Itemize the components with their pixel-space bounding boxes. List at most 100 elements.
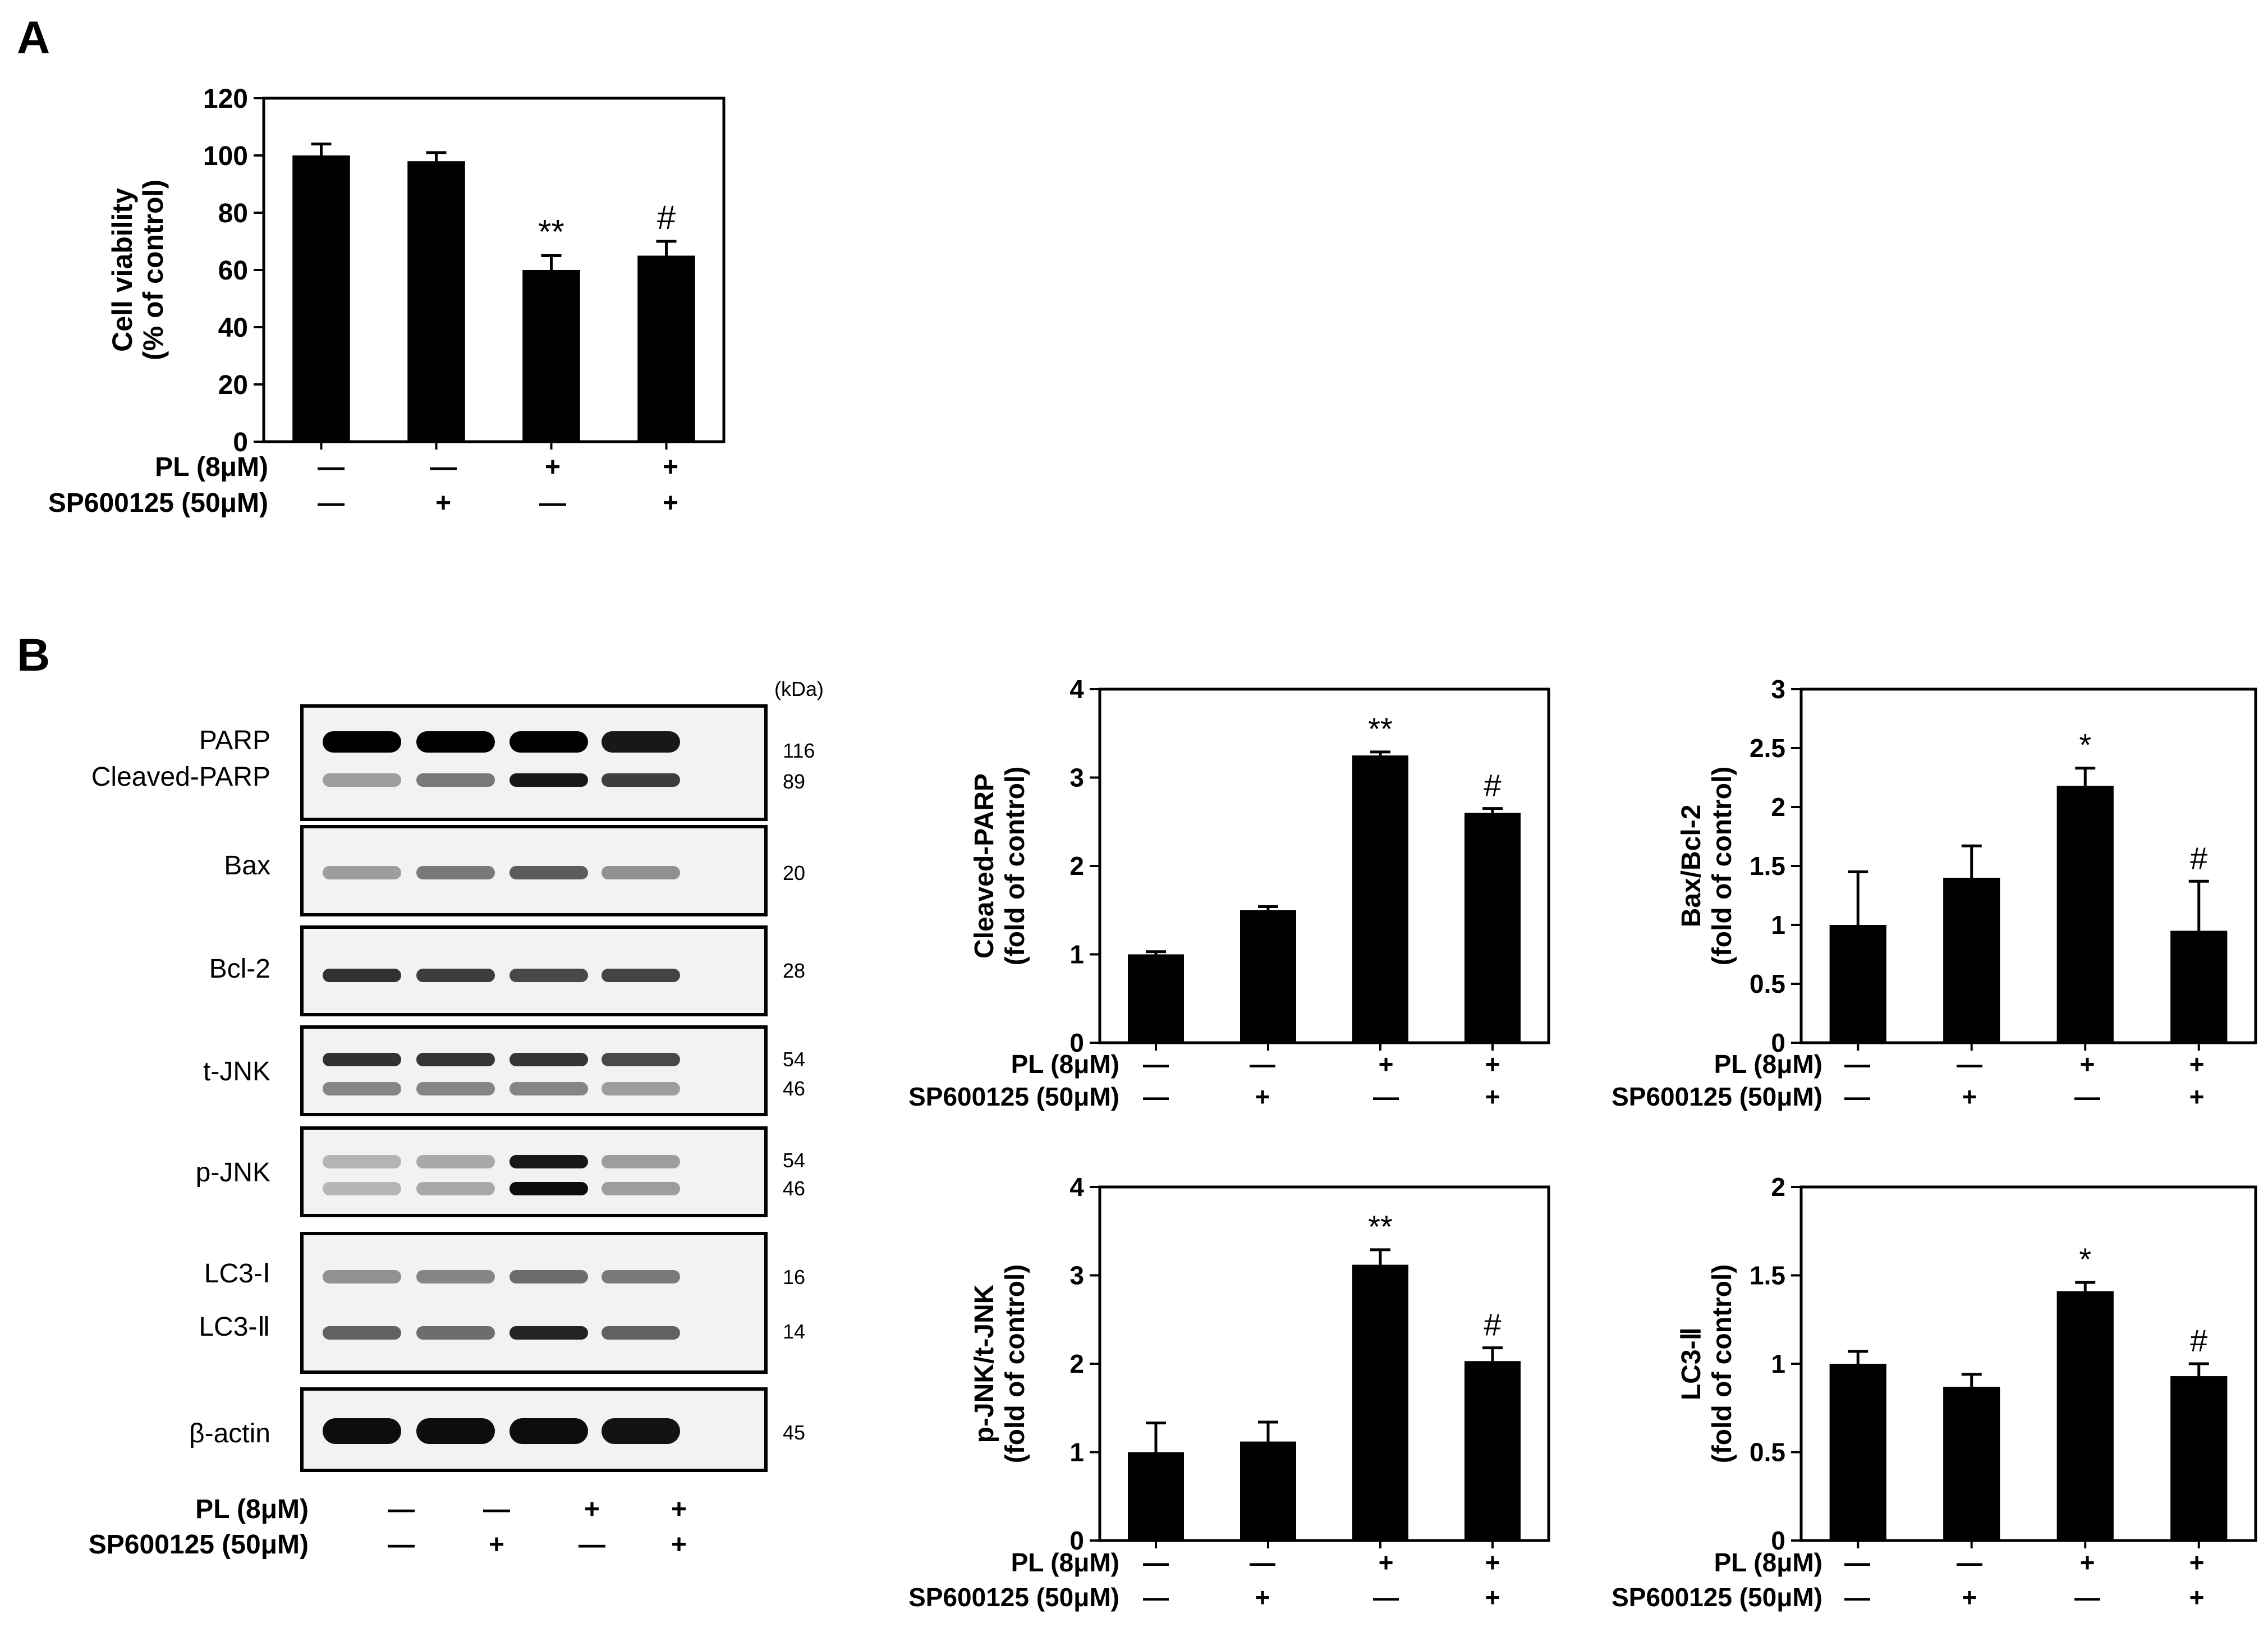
chart0-ytick-label: 20 bbox=[218, 370, 248, 400]
chart1-treat-sp-sign: + bbox=[1485, 1082, 1500, 1111]
chart4-significance-mark: * bbox=[2079, 1241, 2091, 1277]
blot-treat-sp-label: SP600125 (50μM) bbox=[89, 1530, 309, 1560]
chart4-treat-sp-sign: — bbox=[1844, 1583, 1870, 1612]
blot-band bbox=[416, 1082, 495, 1095]
chart3-ytick-label: 1 bbox=[1069, 1438, 1084, 1467]
chart2-ytick-label: 0 bbox=[1771, 1028, 1785, 1057]
chart2-treat-sp-sign: — bbox=[2074, 1082, 2100, 1111]
chart2-ylabel-group: Bax/Bcl-2 (fold of control) bbox=[1677, 767, 1737, 966]
chart0-treat-sp-sign: — bbox=[318, 488, 345, 518]
chart0-treat-pl-sign: — bbox=[318, 452, 345, 482]
chart4-treat-pl-sign: + bbox=[2080, 1548, 2095, 1577]
chart1-treat-pl-label: PL (8μM) bbox=[1011, 1049, 1119, 1079]
chart0-bar bbox=[637, 255, 695, 442]
chart3-significance-mark: ** bbox=[1368, 1209, 1393, 1244]
chart2-ytick-label: 2.5 bbox=[1750, 734, 1785, 763]
blot-panel bbox=[300, 1232, 768, 1374]
blot-band bbox=[416, 1182, 495, 1195]
blot-kda-value: 54 bbox=[783, 1149, 805, 1172]
blot-band bbox=[509, 1326, 588, 1340]
blot-band bbox=[416, 866, 495, 879]
chart0-ytick-label: 40 bbox=[218, 313, 248, 343]
chart3-treat-sp-sign: — bbox=[1373, 1583, 1399, 1612]
chart3-ylabel-group: p-JNK/t-JNK (fold of control) bbox=[970, 1264, 1030, 1464]
chart3-ytick-label: 2 bbox=[1069, 1349, 1084, 1378]
chart0-significance-mark: # bbox=[657, 199, 676, 236]
chart2-treat-sp-sign: + bbox=[1962, 1082, 1977, 1111]
chart1-ytick-label: 2 bbox=[1069, 851, 1084, 881]
blot-protein-label: PARP bbox=[199, 726, 270, 755]
chart4-ylabel-group: LC3-Ⅱ (fold of control) bbox=[1677, 1264, 1737, 1464]
blot-treat-sp-sign: — bbox=[388, 1530, 415, 1560]
blot-kda-value: 28 bbox=[783, 959, 805, 982]
blot-kda-value: 116 bbox=[783, 739, 815, 762]
chart-lc3-ii: 0 0.5 1 1.5 2 LC3-Ⅱ (fold of control) * # PL (8μM… bbox=[1612, 1172, 2257, 1612]
chart0-bar bbox=[522, 270, 580, 442]
chart4-ylabel-line: (fold of control) bbox=[1707, 1264, 1737, 1464]
chart0-treat-pl-sign: + bbox=[663, 452, 678, 482]
chart1-treat-pl-sign: — bbox=[1250, 1049, 1275, 1079]
chart4-bar bbox=[1829, 1364, 1886, 1541]
blot-protein-label: p-JNK bbox=[196, 1158, 270, 1188]
chart3-ylabel-line: (fold of control) bbox=[1000, 1264, 1030, 1464]
blot-band bbox=[323, 1053, 401, 1066]
blot-kda-value: 16 bbox=[783, 1266, 805, 1289]
chart2-treat-pl-sign: — bbox=[1844, 1049, 1870, 1079]
blot-kda-value: 14 bbox=[783, 1320, 805, 1343]
chart4-treat-pl-sign: — bbox=[1844, 1548, 1870, 1577]
chart1-ytick-label: 0 bbox=[1069, 1028, 1084, 1057]
chart4-treat-sp-sign: + bbox=[2189, 1583, 2205, 1612]
blot-kda-value: 89 bbox=[783, 770, 805, 793]
blot-band bbox=[602, 1326, 680, 1340]
blot-band bbox=[323, 866, 401, 879]
blot-band bbox=[323, 1418, 401, 1444]
blot-band bbox=[602, 731, 680, 753]
chart1-treat-sp-sign: — bbox=[1143, 1082, 1169, 1111]
chart0-ylabel-group: Cell viability (% of control) bbox=[107, 180, 169, 360]
chart-pjnk-tjnk: 0 1 2 3 4 p-JNK/t-JNK (fold of control) ** # PL (… bbox=[908, 1172, 1550, 1612]
chart3-ytick-label: 3 bbox=[1069, 1261, 1084, 1290]
blot-band bbox=[416, 1053, 495, 1066]
blot-band bbox=[509, 1155, 588, 1168]
chart2-significance-mark: * bbox=[2079, 727, 2091, 763]
chart2-ytick-label: 1.5 bbox=[1750, 851, 1785, 881]
blot-band bbox=[509, 969, 588, 982]
panel-a-letter: A bbox=[17, 12, 50, 63]
blot-band bbox=[509, 1053, 588, 1066]
blot-band bbox=[323, 1082, 401, 1095]
chart2-treat-pl-sign: — bbox=[1957, 1049, 1982, 1079]
chart4-treat-sp-sign: — bbox=[2074, 1583, 2100, 1612]
chart3-ytick-label: 0 bbox=[1069, 1526, 1084, 1555]
chart3-bar bbox=[1352, 1264, 1408, 1541]
chart0-bar bbox=[407, 161, 465, 442]
chart0-bar bbox=[292, 155, 350, 442]
blot-band bbox=[416, 731, 495, 753]
blot-treatment-table: PL (8μM) — — + + SP600125 (50μM) — + — + bbox=[89, 1495, 687, 1560]
blot-protein-label: LC3-Ⅱ bbox=[199, 1312, 270, 1342]
chart4-bar bbox=[2056, 1291, 2114, 1541]
chart0-ytick-label: 0 bbox=[233, 428, 248, 457]
chart4-ylabel-line: LC3-Ⅱ bbox=[1677, 1327, 1706, 1400]
chart3-treat-pl-sign: — bbox=[1143, 1548, 1169, 1577]
chart4-bar bbox=[2170, 1376, 2228, 1541]
blot-kda-value: 46 bbox=[783, 1077, 805, 1100]
chart3-treat-sp-sign: + bbox=[1485, 1583, 1500, 1612]
chart2-ytick-label: 3 bbox=[1771, 675, 1785, 704]
blot-band bbox=[602, 1155, 680, 1168]
chart3-treat-pl-sign: + bbox=[1379, 1548, 1394, 1577]
chart4-ytick-label: 0 bbox=[1771, 1526, 1785, 1555]
chart1-bar bbox=[1352, 755, 1408, 1043]
blot-band bbox=[416, 1418, 495, 1444]
chart0-ytick-label: 120 bbox=[203, 84, 248, 114]
blot-protein-label: Bax bbox=[224, 851, 270, 881]
panel-b-letter: B bbox=[17, 630, 50, 681]
blot-band bbox=[416, 773, 495, 787]
chart1-treat-sp-label: SP600125 (50μM) bbox=[908, 1082, 1119, 1111]
blot-treat-pl-sign: — bbox=[388, 1495, 415, 1524]
blot-kda-value: 45 bbox=[783, 1421, 805, 1444]
chart2-ytick-label: 0.5 bbox=[1750, 969, 1785, 998]
chart2-ytick-label: 2 bbox=[1771, 792, 1785, 822]
chart-bax-bcl2: 0 0.5 1 1.5 2 2.5 3 Bax/Bcl-2 (fold of control) *… bbox=[1612, 675, 2257, 1111]
chart4-treat-pl-sign: — bbox=[1957, 1548, 1982, 1577]
blot-band bbox=[509, 731, 588, 753]
